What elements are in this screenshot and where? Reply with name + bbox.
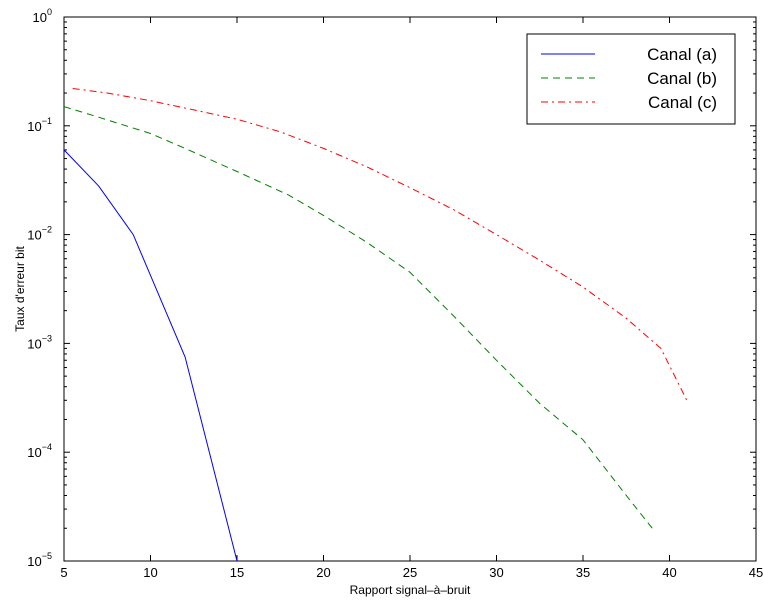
legend: Canal (a) Canal (b) Canal (c) bbox=[526, 33, 736, 125]
series-line-a bbox=[64, 149, 238, 561]
y-tick-label: 10−2 bbox=[27, 225, 52, 243]
x-tick-label: 15 bbox=[230, 565, 244, 580]
x-tick-label: 25 bbox=[403, 565, 417, 580]
legend-label: Canal (a) bbox=[647, 45, 717, 64]
series-layer bbox=[64, 88, 688, 561]
legend-box bbox=[526, 33, 736, 125]
ticks: 5 10 15 20 25 30 35 40 45 10−5 10−4 10−3 10−2 10−1 100 bbox=[27, 7, 763, 580]
x-tick-label: 45 bbox=[749, 565, 763, 580]
x-tick-label: 30 bbox=[489, 565, 503, 580]
legend-label: Canal (c) bbox=[648, 93, 717, 112]
y-tick-label: 10−3 bbox=[27, 333, 52, 351]
x-tick-label: 10 bbox=[143, 565, 157, 580]
x-tick-label: 20 bbox=[316, 565, 330, 580]
y-tick-label: 100 bbox=[33, 7, 52, 25]
y-axis-label: Taux d'erreur bit bbox=[13, 246, 27, 332]
y-tick-label: 10−4 bbox=[27, 442, 52, 460]
x-tick-label: 40 bbox=[662, 565, 676, 580]
y-tick-label: 10−5 bbox=[27, 551, 52, 569]
legend-label: Canal (b) bbox=[647, 69, 717, 88]
x-tick-label: 35 bbox=[576, 565, 590, 580]
y-tick-label: 10−1 bbox=[27, 116, 52, 134]
series-line-c bbox=[72, 88, 688, 401]
x-tick-label: 5 bbox=[60, 565, 67, 580]
x-axis-label: Rapport signal–à–bruit bbox=[350, 583, 471, 597]
